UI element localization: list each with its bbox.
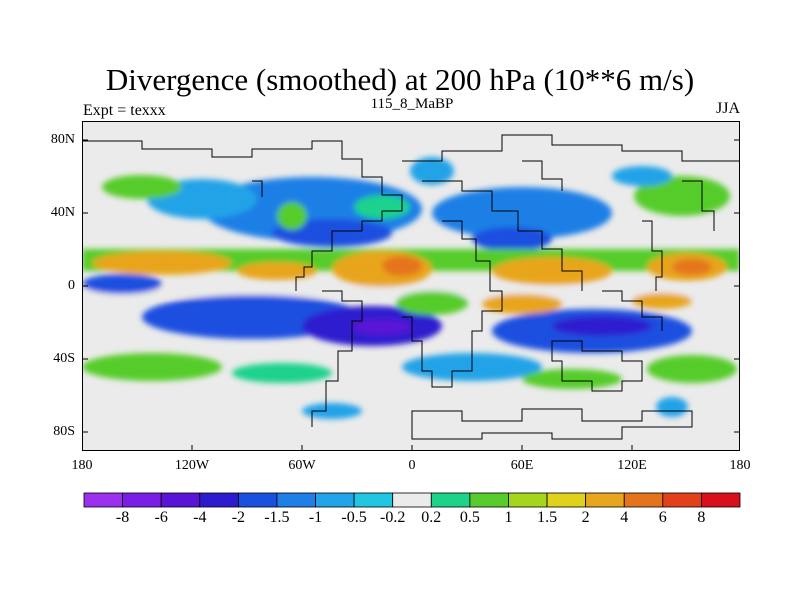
x-tick-label: 180	[729, 458, 751, 473]
colorbar-label: -8	[115, 509, 130, 526]
coastlines	[82, 134, 740, 440]
colorbar-swatch	[315, 492, 355, 508]
y-tick-label: 80S	[53, 424, 75, 439]
x-tick-label: 180	[71, 458, 93, 473]
colorbar-swatch	[430, 492, 471, 508]
colorbar-label: 0.5	[459, 509, 480, 526]
colorbar-swatch	[237, 492, 278, 508]
colorbar-label: 0.2	[421, 509, 442, 526]
colorbar-label: 4	[620, 509, 629, 526]
colorbar-label: -4	[193, 509, 207, 526]
map-panel	[82, 121, 740, 451]
colorbar-swatch	[701, 492, 741, 508]
colorbar-swatch	[508, 492, 548, 508]
run-label: 115_8_MaBP	[370, 96, 454, 112]
colorbar-label: -0.2	[380, 509, 406, 526]
experiment-label: Expt = texxx	[83, 102, 166, 119]
colorbar-label: 6	[658, 509, 667, 526]
colorbar-label: -2	[231, 509, 246, 526]
divergence-map	[82, 121, 740, 451]
x-tick-label: 0	[408, 458, 416, 473]
x-tick-label: 120E	[617, 458, 647, 473]
colorbar-swatch	[199, 492, 239, 508]
colorbar-label: -1	[308, 509, 323, 526]
x-tick-label: 60E	[510, 458, 534, 473]
plot-title: Divergence (smoothed) at 200 hPa (10**6 …	[105, 62, 695, 97]
y-tick-label: 40N	[50, 205, 75, 220]
colorbar-label: 8	[697, 509, 706, 526]
colorbar-swatch	[623, 492, 664, 508]
colorbar-label: -1.5	[264, 509, 290, 526]
colorbar-swatch	[160, 492, 201, 508]
colorbar-swatch	[585, 492, 625, 508]
colorbar-swatch	[662, 492, 702, 508]
x-tick-label: 60W	[288, 458, 316, 473]
colorbar-swatch	[83, 492, 123, 508]
colorbar-label: -6	[154, 509, 168, 526]
colorbar-label: 1	[504, 509, 513, 526]
season-label: JJA	[715, 100, 740, 117]
colorbar-swatch	[353, 492, 394, 508]
colorbar-swatch	[469, 492, 509, 508]
colorbar-swatch	[392, 492, 432, 508]
colorbar-label: 1.5	[537, 509, 558, 526]
colorbar	[83, 492, 741, 508]
divergence-field	[82, 157, 740, 419]
colorbar-label: -0.5	[341, 509, 367, 526]
y-tick-label: 80N	[50, 132, 75, 147]
y-tick-label: 0	[68, 278, 75, 293]
x-tick-label: 120W	[174, 458, 210, 473]
y-tick-label: 40S	[53, 351, 75, 366]
colorbar-swatch	[546, 492, 587, 508]
colorbar-swatch	[122, 492, 162, 508]
colorbar-swatch	[276, 492, 316, 508]
colorbar-label: 2	[581, 509, 590, 526]
